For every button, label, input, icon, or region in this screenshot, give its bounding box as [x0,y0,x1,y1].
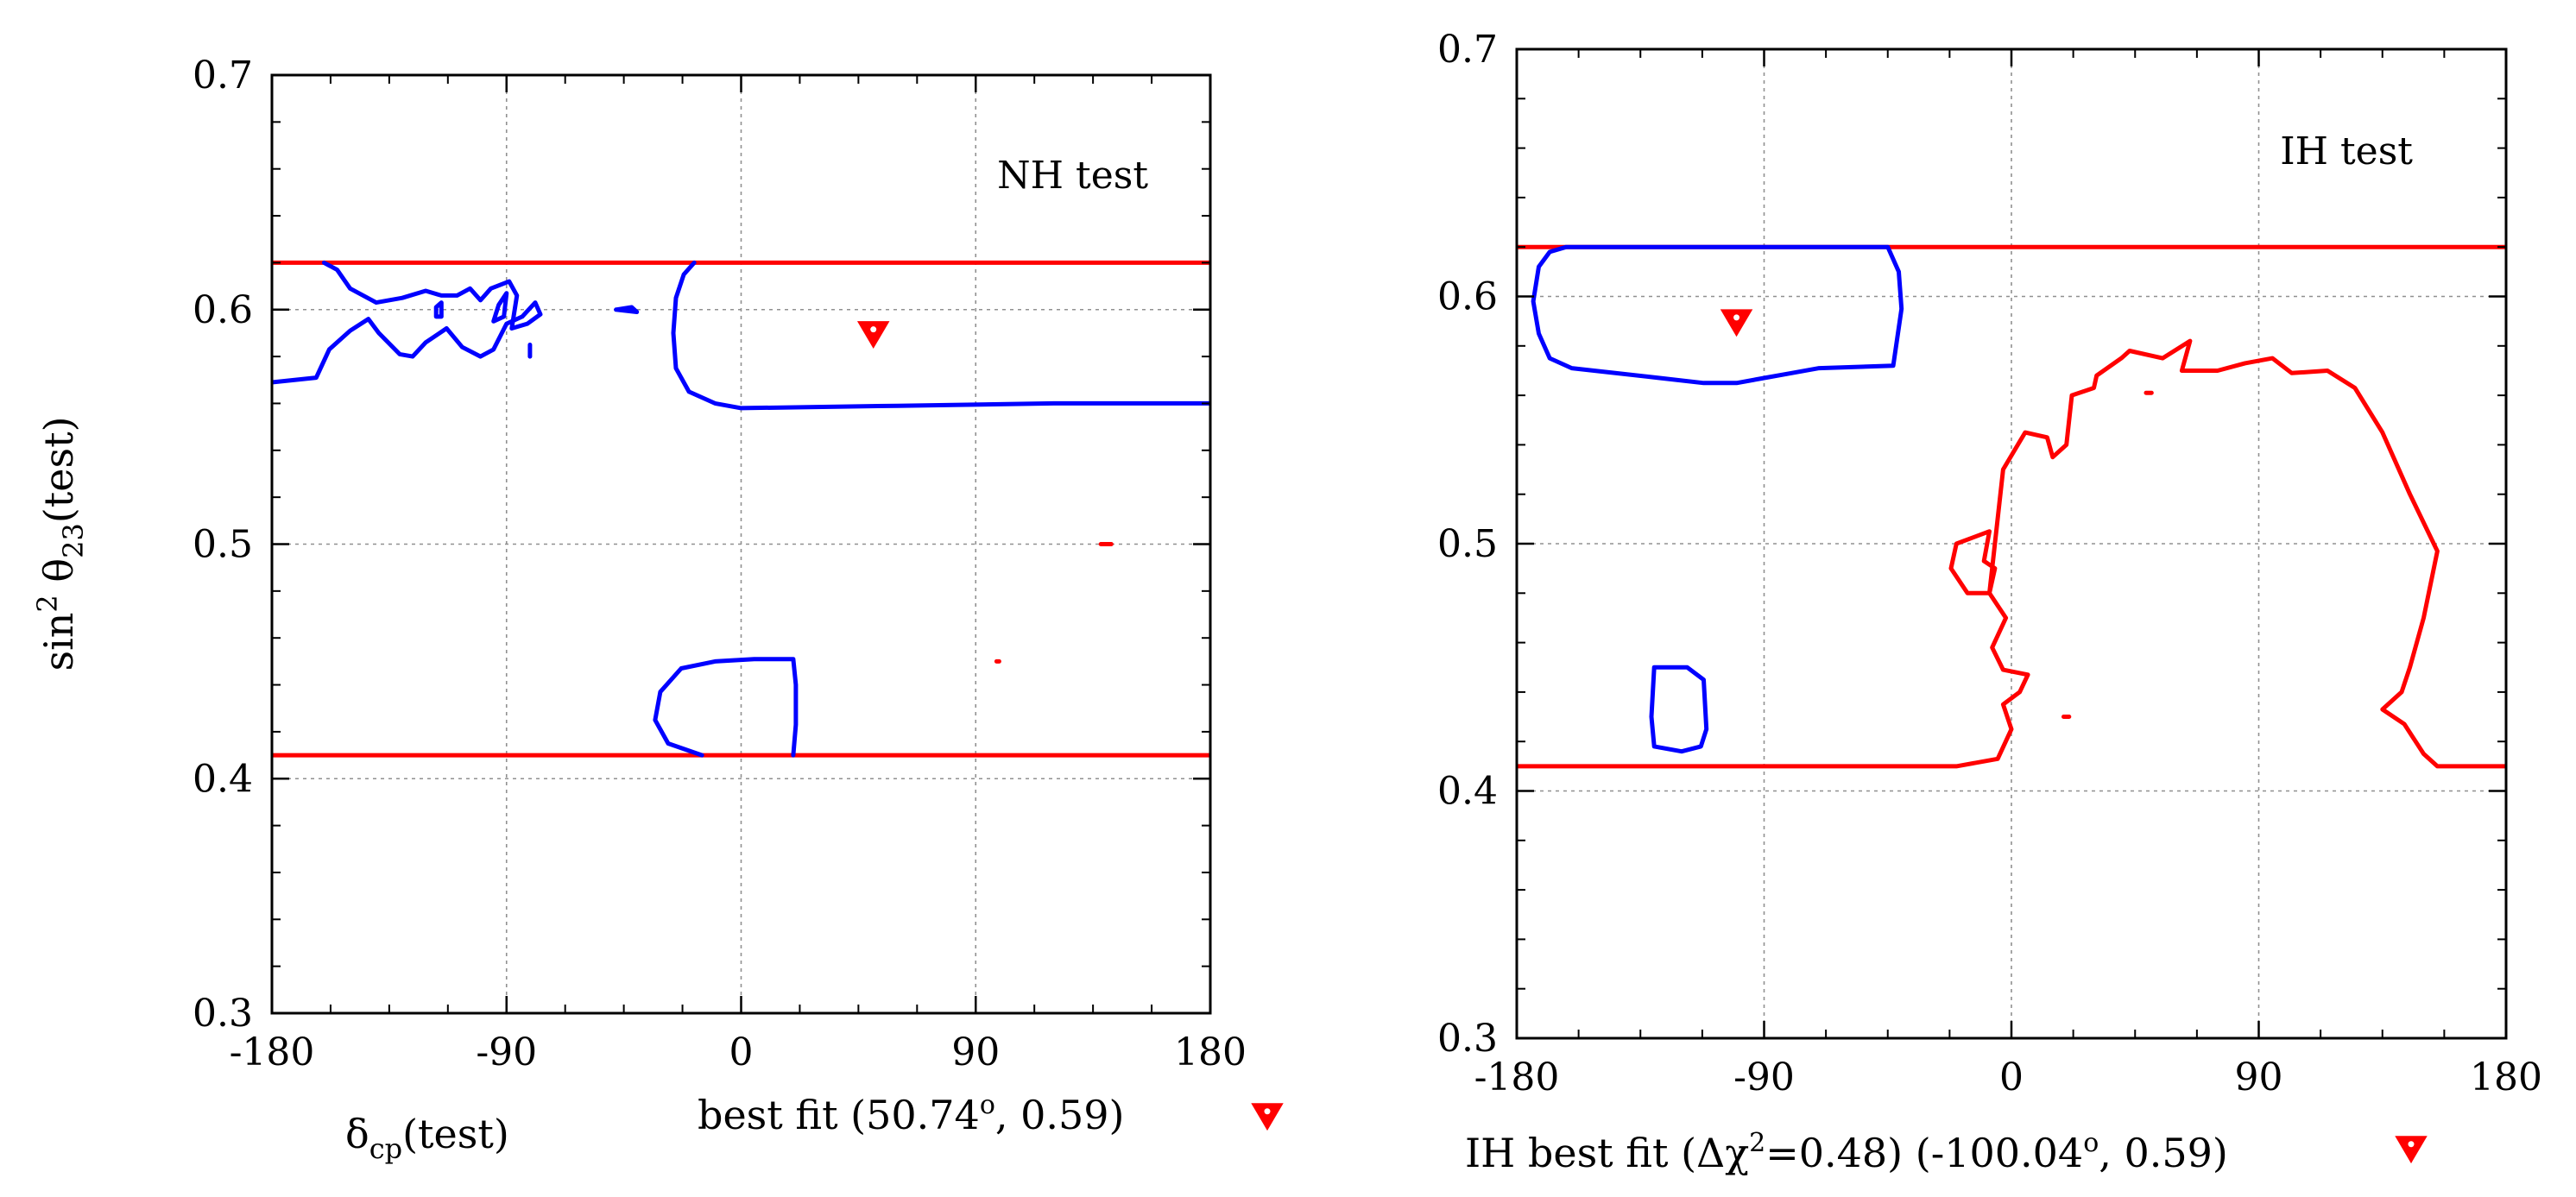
x-tick-label: 90 [951,1030,1000,1074]
series-red-contour [1517,338,2506,769]
y-tick-label: 0.3 [1437,1017,1498,1061]
left-best-fit-label: best fit (50.74o, 0.59) [698,1090,1125,1138]
right-tick-labels: -180 -90 0 90 180 0.3 0.4 0.5 0.6 0.7 [1437,28,2542,1099]
y-tick-label: 0.4 [1437,770,1498,814]
y-tick-label: 0.3 [193,992,253,1036]
right-best-fit-marker-group [1720,309,1753,337]
series-blue-left [272,260,543,385]
right-annotation: IH test [2280,129,2413,173]
series-blue-right [671,260,1210,411]
y-tick-label: 0.4 [193,757,253,801]
series-blue-upper [1531,244,1904,386]
left-tick-labels: -180 -90 0 90 180 0.3 0.4 0.5 0.6 0.7 [193,54,1247,1074]
left-ylabel: sin2 θ23(test) [31,416,90,671]
left-legend-marker-group [1251,1103,1284,1131]
best-fit-marker-center [870,326,877,333]
left-annotation: NH test [997,154,1148,198]
left-best-fit-marker-group [856,321,890,350]
y-tick-label: 0.6 [193,288,253,332]
y-tick-label: 0.6 [1437,275,1498,319]
best-fit-marker [1720,309,1753,337]
legend-marker-center [2408,1141,2415,1148]
best-fit-marker [856,321,890,350]
left-grid [272,75,1210,1013]
left-series-group [272,260,1210,758]
series-blue-left-2 [491,291,509,324]
x-tick-label: -90 [1733,1055,1795,1099]
legend-marker [1251,1103,1284,1131]
best-fit-marker-center [1733,314,1740,321]
right-legend-marker-group [2395,1136,2428,1164]
x-tick-label: -90 [476,1030,537,1074]
x-tick-label: 180 [1174,1030,1247,1074]
right-best-fit-label: IH best fit (Δχ2=0.48) (-100.04o, 0.59) [1465,1128,2228,1176]
y-tick-label: 0.7 [1437,28,1498,72]
series-blue-tiny-1 [433,300,444,319]
right-ticks [1515,47,2508,1040]
x-tick-label: 90 [2235,1055,2283,1099]
y-tick-label: 0.5 [1437,522,1498,566]
series-blue-lower [1649,665,1709,754]
x-tick-label: 0 [1999,1055,2024,1099]
y-tick-label: 0.5 [193,523,253,567]
series-blue-bottom [653,657,799,758]
series-blue-tiny-2 [614,305,640,314]
left-panel: -180 -90 0 90 180 0.3 0.4 0.5 0.6 0.7 NH test δcp… [31,54,1284,1165]
y-tick-label: 0.7 [193,54,253,98]
right-grid [1517,49,2506,1038]
legend-marker-center [1264,1108,1271,1115]
x-tick-label: 0 [729,1030,754,1074]
legend-marker [2395,1136,2428,1164]
x-tick-label: -180 [1474,1055,1560,1099]
right-series-group [1517,244,2506,769]
left-ticks [270,73,1212,1015]
right-panel: -180 -90 0 90 180 0.3 0.4 0.5 0.6 0.7 IH test IH … [1437,28,2542,1176]
x-tick-label: 180 [2470,1055,2542,1099]
left-xlabel: δcp(test) [345,1111,509,1165]
x-tick-label: -180 [230,1030,315,1074]
